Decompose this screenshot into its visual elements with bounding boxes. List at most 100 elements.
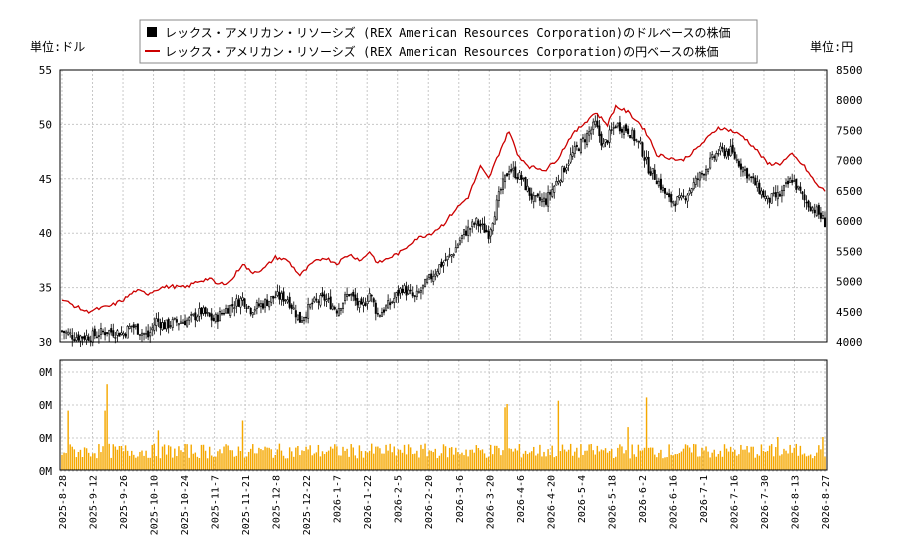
candle-body (159, 321, 162, 329)
volume-bar (350, 444, 352, 470)
price-grid (60, 70, 827, 342)
candle-body (717, 153, 720, 155)
volume-bar (309, 445, 311, 470)
volume-bar (235, 455, 238, 470)
volume-bar (811, 458, 814, 470)
volume-bar (475, 445, 478, 470)
volume-bar (631, 444, 633, 470)
volume-bar (307, 449, 309, 470)
volume-bar (133, 454, 135, 470)
candle-body (612, 127, 615, 129)
candle-body (690, 188, 693, 193)
candle-body (311, 302, 314, 305)
volume-bar (762, 450, 765, 470)
date-tick-label: 2025-8-28 (58, 475, 69, 529)
volume-bar (397, 449, 400, 470)
volume-bar (711, 452, 713, 470)
candle-body (169, 325, 172, 327)
volume-bar (87, 452, 90, 470)
volume-bar (816, 452, 818, 470)
volume-bar (247, 451, 250, 470)
volume-bar (479, 450, 482, 470)
candle-body (356, 298, 359, 306)
candle-body (705, 169, 708, 176)
volume-bar (729, 446, 732, 470)
candle-body (616, 122, 619, 127)
volume-bar (108, 443, 110, 470)
volume-bar (252, 444, 254, 470)
volume-axis: 0M 0M 0M 0M (39, 366, 53, 478)
candle-body (83, 335, 86, 340)
volume-bar (688, 447, 691, 470)
candle-body (417, 291, 420, 293)
candle-body (823, 217, 827, 228)
candle-body (532, 195, 535, 202)
volume-bar (822, 437, 824, 470)
volume-bars (61, 384, 826, 470)
candle-body (801, 191, 804, 195)
candle-body (352, 291, 355, 297)
volume-bar (256, 453, 258, 470)
volume-bar (553, 457, 555, 470)
volume-bar (524, 450, 527, 470)
candle-body (549, 191, 552, 195)
volume-bar (615, 456, 617, 470)
volume-bar (514, 448, 517, 470)
candle-body (188, 317, 191, 321)
legend-usd-label: レックス・アメリカン・リソーシズ (REX American Resources… (165, 25, 731, 40)
candle-body (735, 158, 738, 161)
volume-bar (756, 454, 759, 470)
volume-bar (537, 453, 539, 470)
volume-bar (305, 446, 307, 470)
volume-bar (602, 450, 605, 470)
volume-bar (699, 456, 701, 470)
right-tick-label: 4000 (836, 336, 863, 349)
candle-body (428, 274, 431, 278)
candle-body (542, 197, 546, 202)
candle-body (811, 207, 814, 211)
volume-bar (606, 452, 609, 470)
volume-bar (481, 449, 484, 470)
candle-body (561, 166, 564, 182)
date-tick-label: 2026-8-13 (790, 475, 801, 529)
candle-body (368, 293, 371, 302)
volume-bar (695, 444, 697, 470)
candle-body (614, 126, 617, 129)
candle-body (495, 199, 498, 220)
candle-body (766, 195, 769, 200)
candle-body (227, 308, 230, 314)
candle-body (516, 177, 519, 180)
volume-bar (184, 443, 186, 470)
candle-body (360, 298, 363, 305)
volume-bar (444, 446, 447, 470)
volume-bar (67, 410, 69, 470)
volume-bar (346, 448, 348, 470)
volume-bar (617, 447, 619, 470)
candle-body (785, 182, 788, 184)
volume-bar (598, 451, 601, 470)
volume-bar (807, 455, 810, 470)
volume-bar (69, 444, 71, 470)
volume-bar (649, 447, 652, 470)
volume-bar (795, 443, 798, 470)
candle-body (413, 295, 416, 297)
volume-bar (516, 450, 519, 470)
candle-body (493, 216, 496, 225)
volume-bar (389, 443, 391, 470)
candle-body (167, 318, 170, 329)
candle-body (446, 255, 449, 260)
candle-body (696, 178, 699, 180)
candle-body (237, 299, 240, 307)
volume-bar (485, 457, 488, 470)
volume-bar (690, 452, 693, 470)
date-tick-label: 2026-1-7 (333, 475, 344, 523)
candle-body (286, 299, 289, 303)
candle-body (448, 254, 451, 256)
volume-bar (457, 452, 459, 470)
volume-bar (658, 452, 660, 470)
volume-bar (463, 455, 465, 470)
volume-bar (266, 447, 268, 470)
candle-body (307, 304, 310, 319)
left-tick-label: 55 (39, 64, 52, 77)
volume-bar (551, 445, 553, 470)
